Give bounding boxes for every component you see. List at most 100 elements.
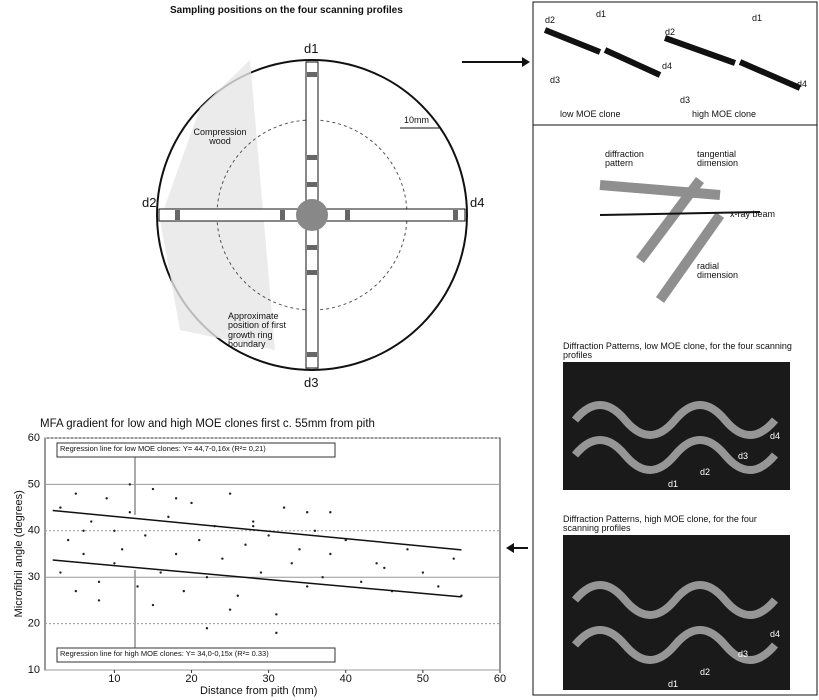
data-point <box>175 497 177 499</box>
profile-label: d1 <box>668 480 678 489</box>
plot-area <box>45 438 500 670</box>
profile-label: d4 <box>662 62 672 71</box>
profile-label: d4 <box>770 630 780 639</box>
data-point <box>298 548 300 550</box>
data-point <box>98 581 100 583</box>
data-point <box>113 562 115 564</box>
data-point <box>252 525 254 527</box>
data-point <box>229 492 231 494</box>
profile-label: d2 <box>142 196 156 210</box>
data-point <box>190 502 192 504</box>
profile-label: d2 <box>545 16 555 25</box>
y-tick-label: 10 <box>28 664 40 676</box>
data-point <box>129 511 131 513</box>
y-tick-label: 60 <box>28 432 40 444</box>
ring-boundary-label: Approximate position of first growth rin… <box>228 312 308 350</box>
data-point <box>98 599 100 601</box>
data-point <box>75 492 77 494</box>
data-point <box>275 632 277 634</box>
data-point <box>260 571 262 573</box>
data-point <box>437 585 439 587</box>
data-point <box>329 511 331 513</box>
data-point <box>183 590 185 592</box>
arrow-head <box>522 57 530 67</box>
data-point <box>229 608 231 610</box>
x-tick-label: 60 <box>494 673 506 685</box>
clone-caption: low MOE clone <box>560 110 621 119</box>
profile-label: d3 <box>738 650 748 659</box>
data-point <box>67 539 69 541</box>
beam-label: radial dimension <box>697 262 747 281</box>
x-tick-label: 10 <box>108 673 120 685</box>
compression-wood-label: Compression wood <box>185 128 255 147</box>
data-point <box>406 548 408 550</box>
data-point <box>206 627 208 629</box>
diagram-title: Sampling positions on the four scanning … <box>170 6 403 17</box>
data-point <box>129 483 131 485</box>
annotation: Regression line for low MOE clones: Y= 4… <box>60 445 266 453</box>
arrow-head <box>506 543 514 553</box>
data-point <box>121 548 123 550</box>
y-tick-label: 40 <box>28 525 40 537</box>
profile-label: d3 <box>738 452 748 461</box>
data-point <box>167 516 169 518</box>
data-point <box>206 576 208 578</box>
data-point <box>383 567 385 569</box>
data-point <box>329 553 331 555</box>
data-point <box>360 581 362 583</box>
data-point <box>144 534 146 536</box>
profile-label: d1 <box>304 42 318 56</box>
x-axis-label: Distance from pith (mm) <box>200 686 317 698</box>
data-point <box>159 571 161 573</box>
profile-label: d4 <box>797 80 807 89</box>
profile-label: d4 <box>470 196 484 210</box>
data-point <box>453 557 455 559</box>
profile-label: d2 <box>665 28 675 37</box>
profile-label: d2 <box>700 468 710 477</box>
profile-label: d1 <box>596 10 606 19</box>
data-point <box>306 585 308 587</box>
data-point <box>59 571 61 573</box>
data-point <box>244 544 246 546</box>
pith <box>296 199 328 231</box>
data-point <box>82 553 84 555</box>
data-point <box>82 530 84 532</box>
data-point <box>152 604 154 606</box>
beam-label: x-ray beam <box>730 210 775 219</box>
data-point <box>75 590 77 592</box>
data-point <box>291 562 293 564</box>
data-point <box>136 585 138 587</box>
x-tick-label: 40 <box>340 673 352 685</box>
y-tick-label: 30 <box>28 571 40 583</box>
x-tick-label: 50 <box>417 673 429 685</box>
data-point <box>375 562 377 564</box>
data-point <box>267 534 269 536</box>
y-tick-label: 20 <box>28 618 40 630</box>
profile-label: d3 <box>680 96 690 105</box>
data-point <box>152 488 154 490</box>
annotation: Regression line for high MOE clones: Y= … <box>60 650 269 658</box>
scale-label: 10mm <box>404 116 429 125</box>
beam-label: tangential dimension <box>697 150 757 169</box>
x-tick-label: 20 <box>185 673 197 685</box>
data-point <box>221 557 223 559</box>
data-point <box>105 497 107 499</box>
y-tick-label: 50 <box>28 478 40 490</box>
profile-label: d1 <box>752 14 762 23</box>
data-point <box>275 613 277 615</box>
y-axis-label: Microfibril angle (degrees) <box>14 474 26 634</box>
data-point <box>175 553 177 555</box>
profile-label: d2 <box>700 668 710 677</box>
profile-label: d4 <box>770 432 780 441</box>
profiles-panel <box>533 2 817 125</box>
chart-title: MFA gradient for low and high MOE clones… <box>40 418 375 430</box>
x-tick-label: 30 <box>263 673 275 685</box>
figure: 10 20 30 40 50 60 10 20 30 40 50 60 Sampling positi… <box>0 0 819 700</box>
data-point <box>198 539 200 541</box>
data-point <box>283 506 285 508</box>
clone-caption: high MOE clone <box>692 110 756 119</box>
pattern-title: Diffraction Patterns, high MOE clone, fo… <box>563 515 793 534</box>
profile-label: d3 <box>304 376 318 390</box>
data-point <box>90 520 92 522</box>
data-point <box>422 571 424 573</box>
